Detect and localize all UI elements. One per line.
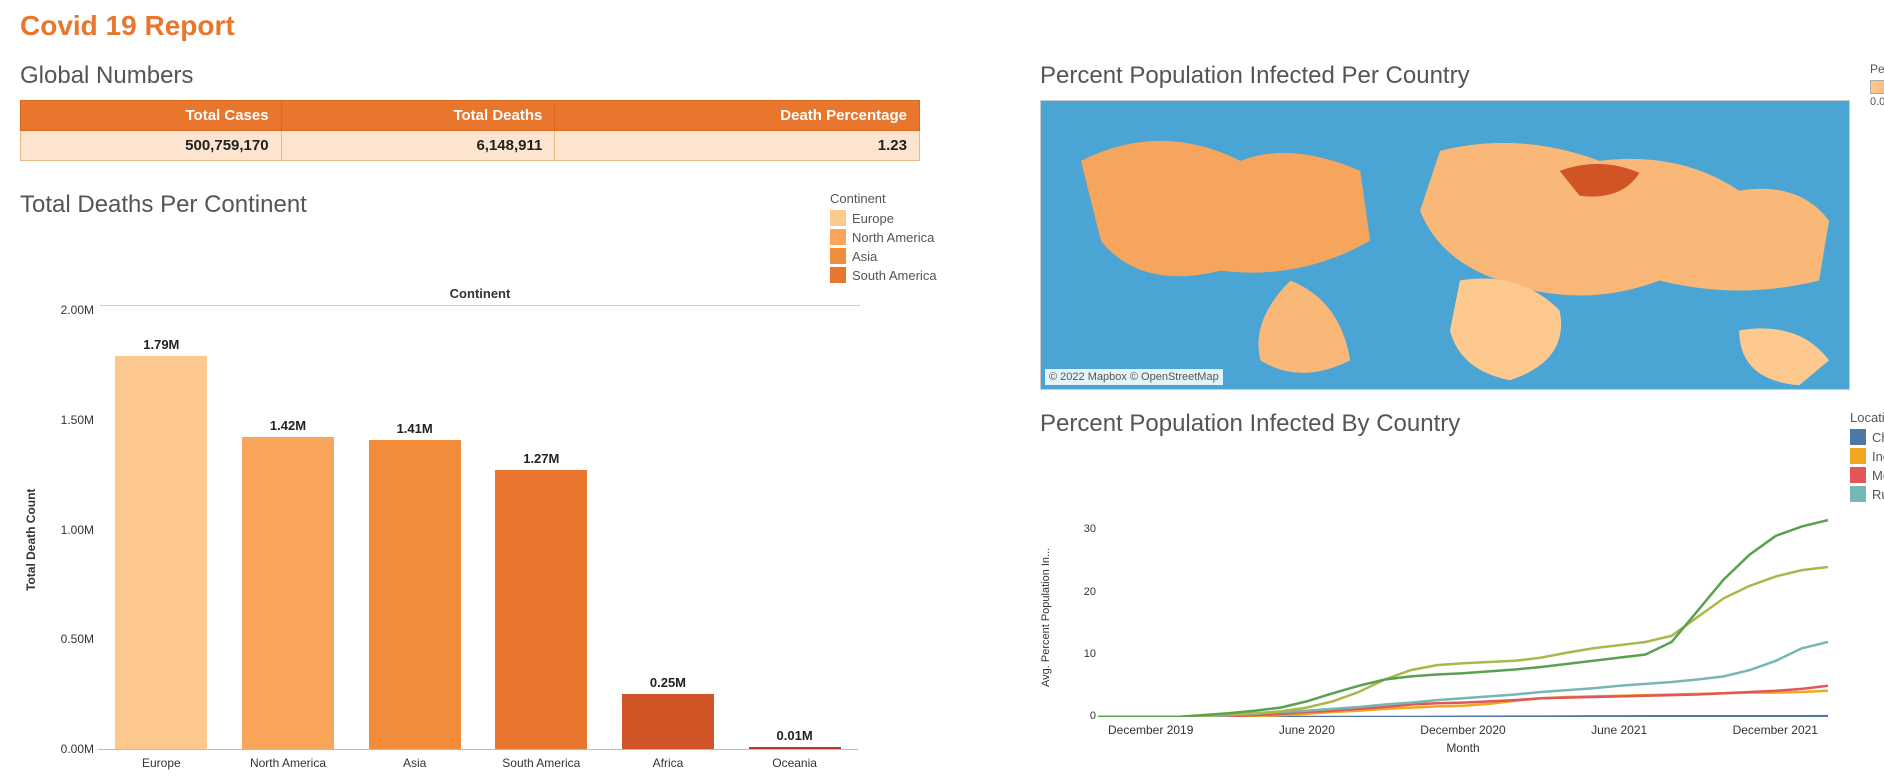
bar-slot[interactable]: 1.41M (360, 310, 470, 749)
line-x-label: June 2021 (1591, 723, 1647, 737)
legend-label: Mexico (1872, 468, 1884, 483)
bar-y-tick: 0.00M (61, 742, 94, 756)
legend-swatch (1850, 448, 1866, 464)
map-viz[interactable]: © 2022 Mapbox © OpenStreetMap (1040, 100, 1850, 390)
bar-y-tick: 1.50M (61, 413, 94, 427)
left-column: Global Numbers Total CasesTotal DeathsDe… (20, 62, 1000, 770)
bar-slot[interactable]: 0.25M (613, 310, 723, 749)
map-scale-min: 0.00 (1870, 96, 1884, 108)
bar-slot[interactable]: 0.01M (740, 310, 850, 749)
line-y-axis-title: Avg. Percent Population In... (1040, 517, 1052, 717)
line-x-axis-title: Month (1098, 741, 1828, 755)
kpi-table: Total CasesTotal DeathsDeath Percentage … (20, 100, 920, 161)
legend-swatch (830, 210, 846, 226)
legend-label: India (1872, 449, 1884, 464)
bar-slot[interactable]: 1.42M (233, 310, 343, 749)
legend-label: Asia (852, 249, 877, 264)
map-color-scale: Percent Populati... 0.00 70.65 (1870, 62, 1884, 390)
line-series[interactable] (1098, 520, 1828, 717)
bar-legend-title: Continent (830, 191, 1000, 206)
line-y-tick: 0 (1090, 710, 1096, 722)
bar-chart-legend: Continent Europe North America Asia South A… (830, 191, 1000, 286)
bar-x-label: South America (486, 756, 596, 770)
legend-label: Europe (852, 211, 894, 226)
kpi-cell: 1.23 (555, 131, 920, 161)
map-scale-title: Percent Populati... (1870, 62, 1884, 76)
bar-rect (495, 470, 587, 749)
bar-chart-area[interactable]: 0.00M0.50M1.00M1.50M2.00M 1.79M1.42M1.41… (98, 310, 858, 750)
bar-value-label: 0.01M (777, 728, 813, 743)
line-x-label: December 2019 (1108, 723, 1193, 737)
line-x-label: December 2020 (1420, 723, 1505, 737)
legend-swatch (1850, 467, 1866, 483)
legend-label: China (1872, 430, 1884, 445)
bar-rect (369, 440, 461, 749)
legend-label: South America (852, 268, 937, 283)
bar-y-tick: 0.50M (61, 632, 94, 646)
bar-value-label: 1.27M (523, 451, 559, 466)
legend-item[interactable]: South America (830, 267, 1000, 283)
bar-value-label: 0.25M (650, 675, 686, 690)
bar-x-label: Asia (360, 756, 470, 770)
legend-swatch (1850, 486, 1866, 502)
bar-value-label: 1.42M (270, 418, 306, 433)
map-attribution: © 2022 Mapbox © OpenStreetMap (1045, 369, 1223, 385)
line-x-label: June 2020 (1279, 723, 1335, 737)
map-section-title: Percent Population Infected Per Country (1040, 62, 1850, 90)
bar-value-label: 1.79M (143, 337, 179, 352)
line-chart-legend: Location China India Mexico Russia (1850, 410, 1884, 505)
legend-item[interactable]: North America (830, 229, 1000, 245)
legend-swatch (830, 267, 846, 283)
line-y-tick: 10 (1084, 648, 1096, 660)
bar-chart-title: Total Deaths Per Continent (20, 191, 810, 219)
kpi-column-header: Total Cases (21, 101, 282, 131)
legend-item[interactable]: Mexico (1850, 467, 1884, 483)
legend-swatch (830, 229, 846, 245)
legend-item[interactable]: Europe (830, 210, 1000, 226)
report-title: Covid 19 Report (20, 10, 1864, 42)
legend-label: Russia (1872, 487, 1884, 502)
kpi-cell: 500,759,170 (21, 131, 282, 161)
line-legend-title: Location (1850, 410, 1884, 425)
legend-item[interactable]: Asia (830, 248, 1000, 264)
bar-rect (749, 747, 841, 749)
line-y-tick: 30 (1084, 523, 1096, 535)
bar-rect (622, 694, 714, 749)
kpi-column-header: Total Deaths (281, 101, 555, 131)
kpi-column-header: Death Percentage (555, 101, 920, 131)
line-series[interactable] (1098, 686, 1828, 717)
bar-x-label: Europe (106, 756, 216, 770)
bar-x-axis-title: Continent (100, 286, 860, 306)
bar-rect (242, 437, 334, 749)
bar-slot[interactable]: 1.27M (486, 310, 596, 749)
bar-y-tick: 1.00M (61, 523, 94, 537)
bar-rect (115, 356, 207, 749)
map-scale-bar (1870, 80, 1884, 94)
legend-swatch (830, 248, 846, 264)
right-column: Percent Population Infected Per Country … (1040, 62, 1884, 770)
bar-y-tick: 2.00M (61, 303, 94, 317)
legend-swatch (1850, 429, 1866, 445)
line-y-tick: 20 (1084, 586, 1096, 598)
bar-slot[interactable]: 1.79M (106, 310, 216, 749)
kpi-section-title: Global Numbers (20, 62, 1000, 90)
bar-x-label: Africa (613, 756, 723, 770)
kpi-cell: 6,148,911 (281, 131, 555, 161)
line-chart-area[interactable]: 0102030 (1098, 517, 1828, 717)
bar-x-label: Oceania (740, 756, 850, 770)
legend-item[interactable]: China (1850, 429, 1884, 445)
legend-item[interactable]: Russia (1850, 486, 1884, 502)
line-chart-title: Percent Population Infected By Country (1040, 410, 1834, 495)
line-x-label: December 2021 (1733, 723, 1818, 737)
legend-label: North America (852, 230, 934, 245)
bar-x-label: North America (233, 756, 343, 770)
bar-y-axis-title: Total Death Count (20, 310, 38, 770)
bar-value-label: 1.41M (397, 421, 433, 436)
legend-item[interactable]: India (1850, 448, 1884, 464)
